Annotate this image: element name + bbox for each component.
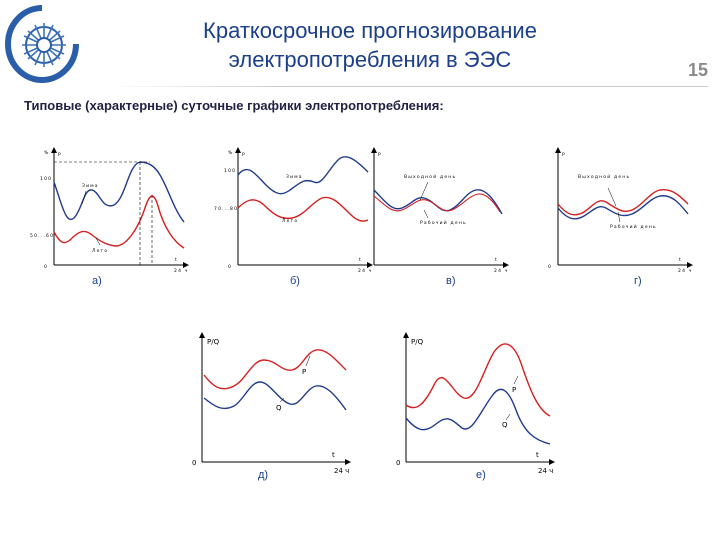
p-curve-label: P [512, 386, 516, 394]
weekend-curve [557, 189, 689, 216]
upper-curve-label: Выходной день [578, 173, 630, 180]
label-leader [279, 397, 285, 403]
y-unit: % [44, 150, 49, 156]
q-curve [203, 381, 347, 411]
x-axis-label: t [175, 257, 178, 263]
x-end-label: 24 ч [494, 268, 509, 274]
panel-d: P/Q P Q 0 t 24 ч д) [192, 332, 351, 481]
label-leader [305, 355, 311, 367]
x-end-label: 24 ч [678, 268, 693, 274]
winter-curve [53, 161, 185, 223]
y-axis-label: P/Q [411, 338, 424, 346]
y-axis-label: P [562, 152, 566, 158]
x-axis-label: t [359, 257, 362, 263]
q-curve-label: Q [276, 404, 282, 412]
panel-label: в) [446, 275, 456, 287]
label-leader [617, 211, 621, 223]
label-leader [95, 237, 101, 246]
x-axis-label: t [495, 257, 498, 263]
page-number: 15 [687, 60, 708, 80]
title-line-2: электропотребления в ЭЭС [228, 47, 512, 72]
y-unit: % [228, 150, 233, 156]
winter-curve [237, 156, 369, 195]
q-curve [405, 388, 551, 445]
origin-label: 0 [44, 264, 48, 270]
y-tick-top: 100 [224, 168, 236, 174]
panel-g: P 0 Выходной день Рабочий день t 24 ч г) [548, 147, 693, 287]
x-end-label: 24 ч [334, 467, 349, 475]
panel-label: г) [634, 275, 642, 287]
lower-curve-label: Лето [282, 218, 298, 224]
label-leader [419, 181, 429, 201]
workday-curve [557, 195, 689, 220]
label-leader [81, 190, 87, 205]
header-divider [108, 86, 708, 87]
q-curve-label: Q [502, 421, 508, 429]
panel-a: % P 100 50...60 0 t 24 ч Зима Лето а) [30, 147, 189, 287]
origin-label: 0 [192, 459, 196, 467]
label-leader [423, 209, 429, 219]
company-logo-icon [5, 5, 79, 83]
summer-curve [237, 196, 369, 222]
x-end-label: 24 ч [538, 467, 553, 475]
x-end-label: 24 ч [174, 268, 189, 274]
upper-curve-label: Выходной день [404, 173, 456, 180]
x-end-label: 24 ч [358, 268, 373, 274]
p-curve [203, 349, 347, 390]
p-curve-label: P [302, 368, 306, 376]
panel-e: P/Q P Q 0 t 24 ч е) [396, 332, 555, 481]
page-title: Краткосрочное прогнозирование электропот… [140, 16, 600, 74]
origin-label: 0 [396, 459, 400, 467]
upper-curve-label: Зима [82, 183, 99, 189]
weekend-curve [373, 193, 501, 213]
y-tick-top: 100 [40, 176, 52, 182]
label-leader [505, 413, 511, 421]
label-leader [607, 187, 617, 207]
label-leader [513, 375, 519, 385]
y-axis-label: P/Q [207, 338, 220, 346]
panel-label: а) [92, 275, 102, 287]
panel-v: P Выходной день Рабочий день t 24 ч в) [371, 147, 509, 287]
summer-curve [53, 195, 185, 249]
x-axis-label: t [536, 451, 539, 459]
lower-curve-label: Рабочий день [610, 223, 657, 230]
panel-b: % P 100 70...80 0 t 24 ч Зима Лето б) [214, 147, 373, 287]
y-axis-label: P [242, 152, 246, 158]
upper-curve-label: Зима [286, 174, 303, 180]
x-axis-label: t [332, 451, 335, 459]
panel-label: д) [258, 469, 268, 481]
panel-label: б) [290, 275, 300, 287]
lower-curve-label: Рабочий день [420, 219, 467, 226]
x-axis-label: t [679, 257, 682, 263]
lower-curve-label: Лето [92, 248, 108, 254]
title-line-1: Краткосрочное прогнозирование [203, 18, 537, 43]
origin-label: 0 [228, 264, 232, 270]
p-curve [405, 343, 551, 417]
panel-label: е) [476, 469, 486, 481]
y-axis-label: P [378, 152, 382, 158]
y-tick-mid: 50...60 [30, 233, 54, 239]
origin-label: 0 [548, 264, 552, 270]
y-tick-mid: 70...80 [214, 206, 238, 212]
slide-subtitle: Типовые (характерные) суточные графики э… [24, 98, 444, 113]
y-axis-label: P [58, 152, 62, 158]
